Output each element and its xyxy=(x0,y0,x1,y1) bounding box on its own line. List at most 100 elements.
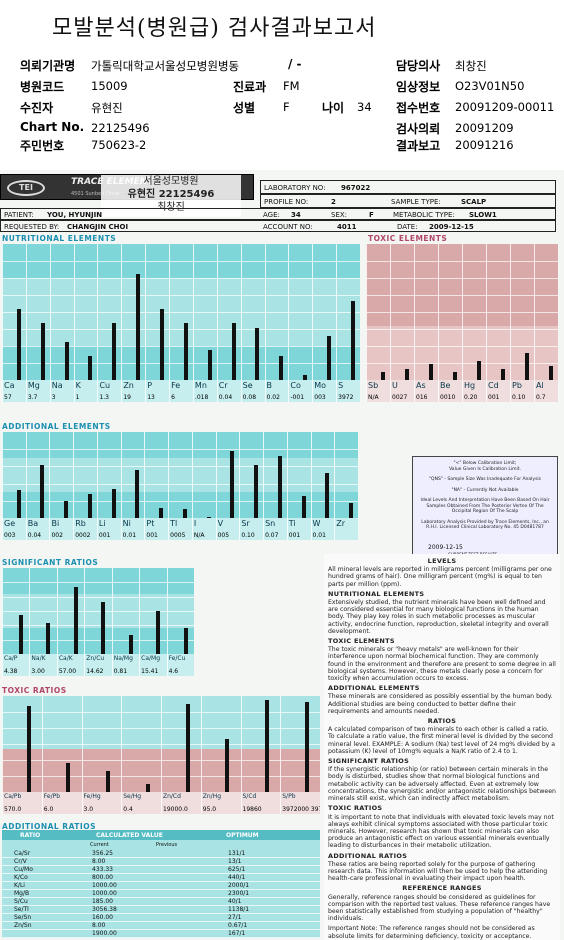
element-symbol: Ca/K xyxy=(58,655,73,662)
grid-line xyxy=(2,363,360,364)
grid-line xyxy=(2,611,194,612)
info-ar: These ratios are being reported solely f… xyxy=(328,860,548,883)
grid-column xyxy=(139,568,141,676)
result-bar xyxy=(159,309,164,380)
grid-column xyxy=(169,244,171,402)
table-row-line xyxy=(2,921,320,922)
element-symbol: Fe xyxy=(171,381,181,390)
element-value: 0.08 xyxy=(242,394,257,401)
element-value: 0.04 xyxy=(27,532,42,539)
grid-column xyxy=(121,244,123,402)
element-value: 016 xyxy=(416,394,428,401)
element-value: 13 xyxy=(147,394,155,401)
result-bar xyxy=(16,309,21,380)
grid-column xyxy=(2,568,3,676)
additional-ratios-table: RATIO CALCULATED VALUE OPTIMUM Current P… xyxy=(2,830,320,938)
sample-value: SCALP xyxy=(461,198,487,206)
info-sig-heading: SIGNIFICANT RATIOS xyxy=(328,757,410,766)
field-value: O23V01N50 xyxy=(455,79,525,93)
result-bar xyxy=(350,301,355,380)
element-value: 001 xyxy=(288,532,301,539)
element-value: 6.0 xyxy=(43,806,54,813)
grid-column xyxy=(312,244,314,402)
chart-band xyxy=(2,432,358,458)
element-symbol: Hg xyxy=(464,381,476,390)
result-bar xyxy=(524,352,529,380)
element-symbol: Mg xyxy=(27,381,40,390)
grid-column xyxy=(280,696,282,814)
result-bar xyxy=(185,703,190,792)
info-add: These minerals are considered as possibl… xyxy=(328,693,553,715)
hospital-stamp: 서울성모병원 유현진 22125496 최창진 xyxy=(101,175,241,217)
table-row-line xyxy=(2,889,320,890)
element-symbol: K xyxy=(75,381,81,390)
element-symbol: Sr xyxy=(241,519,250,528)
grid-column xyxy=(336,244,338,402)
grid-line xyxy=(2,346,360,347)
element-symbol: Sn xyxy=(265,519,276,528)
element-value: 0.01 xyxy=(312,532,326,539)
date-label: DATE: xyxy=(397,223,418,231)
field-label: 결과보고 xyxy=(396,139,441,153)
addr-row-ratio: Ca/Sr xyxy=(14,850,31,857)
addr-row-ratio: Se/Sn xyxy=(14,914,32,921)
grid-line xyxy=(2,329,360,330)
element-symbol: Li xyxy=(98,519,106,528)
addr-row-optimum: 440/1 xyxy=(228,874,246,881)
grid-column xyxy=(366,244,367,402)
info-ar-heading: ADDITIONAL RATIOS xyxy=(328,851,408,860)
element-symbol: Pb xyxy=(512,381,522,390)
addr-row-current: 356.25 xyxy=(92,850,113,857)
element-value: 0.07 xyxy=(265,532,279,539)
lab-no-label: LABORATORY NO: xyxy=(264,184,326,192)
field-label: 수진자 xyxy=(20,101,54,115)
result-bar xyxy=(73,586,78,654)
result-bar xyxy=(476,360,481,380)
field-value: 34 xyxy=(357,100,372,114)
grid-line xyxy=(2,466,358,468)
field-value: 20091209-00011 xyxy=(455,100,555,114)
element-value: 0.81 xyxy=(113,668,128,675)
element-value: 3972000 39720 xyxy=(282,806,320,813)
addr-row-ratio: Cu/Mo xyxy=(14,866,33,873)
info-ratios-heading: RATIOS xyxy=(427,717,457,726)
grid-line xyxy=(2,582,194,584)
info-ratios: A calculated comparison of two minerals … xyxy=(328,726,556,755)
element-value: 95.0 xyxy=(202,806,217,813)
grid-column xyxy=(462,244,463,402)
result-bar xyxy=(380,371,385,380)
addr-head-ratio: RATIO xyxy=(20,832,41,839)
account-label: ACCOUNT NO: xyxy=(263,223,313,231)
chart-band xyxy=(2,457,358,493)
info-tr: It is important to note that individuals… xyxy=(328,813,554,850)
addr-row-optimum: 167/1 xyxy=(228,930,246,937)
element-symbol: Mn xyxy=(194,381,207,390)
element-symbol: B xyxy=(266,381,273,390)
element-symbol: Na/K xyxy=(31,655,46,662)
additional-heading: ADDITIONAL ELEMENTS xyxy=(2,422,111,431)
element-value: 0.7 xyxy=(536,394,546,401)
element-symbol: Ca/Pb xyxy=(4,793,22,800)
element-symbol: Mo xyxy=(314,381,327,390)
element-value: 14.62 xyxy=(86,668,104,675)
grid-line xyxy=(2,261,360,262)
element-symbol: Se xyxy=(242,381,253,390)
element-symbol: Tl xyxy=(170,519,178,528)
grid-line xyxy=(2,312,360,313)
metabolic-label: METABOLIC TYPE: xyxy=(393,211,455,219)
sample-label: SAMPLE TYPE: xyxy=(391,198,441,206)
addr-sub-previous: Previous xyxy=(156,842,178,848)
element-symbol: Ca/Mg xyxy=(141,655,161,662)
grid-column xyxy=(486,244,487,402)
result-bar xyxy=(348,502,353,518)
grid-column xyxy=(240,244,242,402)
result-bar xyxy=(207,350,212,380)
element-value: 0010 xyxy=(440,394,456,401)
patient-value: YOU, HYUNJIN xyxy=(47,211,103,219)
element-symbol: P xyxy=(147,381,153,390)
element-symbol: Fe/Pb xyxy=(43,793,61,800)
addr-row-ratio: S/Cu xyxy=(14,898,28,905)
report-title: 모발분석(병원급) 검사결과보고서 xyxy=(52,16,377,41)
element-symbol: Fe/Hg xyxy=(83,793,101,800)
result-bar xyxy=(159,507,164,518)
